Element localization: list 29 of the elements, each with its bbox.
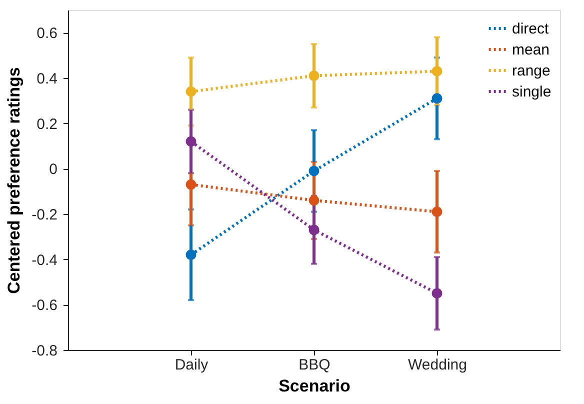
legend-label: mean xyxy=(512,42,550,58)
point xyxy=(432,93,442,104)
y-axis-title: Centered preference ratings xyxy=(4,67,24,294)
point xyxy=(186,136,196,147)
x-tick-label: Daily xyxy=(174,356,209,374)
y-tick-label: -0.8 xyxy=(32,342,58,360)
y-tick-label: 0.4 xyxy=(36,70,58,88)
x-tick-label: Wedding xyxy=(408,356,467,374)
y-tick-label: 0 xyxy=(49,161,58,178)
point xyxy=(308,195,320,206)
x-axis-title: Scenario xyxy=(278,376,350,396)
point xyxy=(186,86,196,97)
legend-label: range xyxy=(512,62,550,80)
point xyxy=(308,70,320,81)
point xyxy=(432,66,442,76)
point xyxy=(308,224,320,236)
point xyxy=(432,206,442,217)
point xyxy=(308,166,320,176)
point xyxy=(186,250,196,260)
point xyxy=(432,288,442,299)
y-tick-label: -0.6 xyxy=(32,297,58,314)
y-tick-label: -0.2 xyxy=(32,206,58,224)
x-tick-label: BBQ xyxy=(298,356,330,374)
legend-label: single xyxy=(512,84,552,100)
y-tick-label: 0.6 xyxy=(36,25,58,42)
legend-label: direct xyxy=(512,20,550,38)
point xyxy=(186,179,196,190)
y-tick-label: 0.2 xyxy=(36,116,58,133)
y-tick-label: -0.4 xyxy=(32,252,58,269)
